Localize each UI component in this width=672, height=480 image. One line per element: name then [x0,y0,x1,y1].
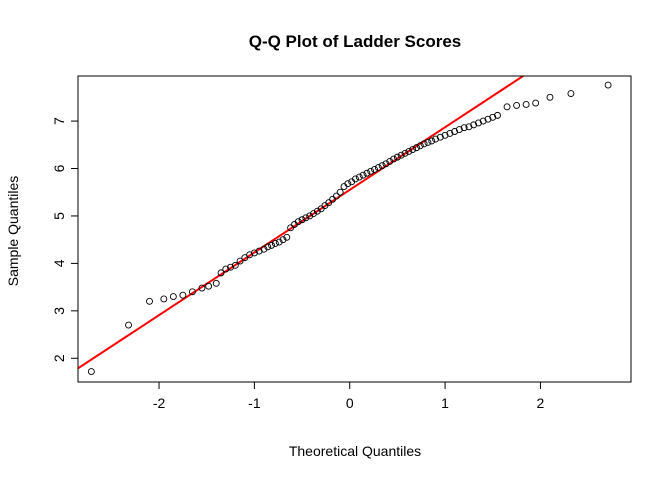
data-point [503,103,511,111]
y-axis: 2 3 4 5 6 7 [51,117,79,362]
data-point [332,192,340,200]
data-point [212,279,220,287]
data-point [420,140,428,148]
data-point [255,247,263,255]
data-point [484,115,492,123]
data-point [146,297,153,305]
data-point [310,210,317,218]
data-point [260,245,268,253]
data-point [424,138,432,146]
data-point [336,188,344,196]
data-point [236,257,244,265]
data-point [546,93,554,101]
chart-title: Q-Q Plot of Ladder Scores [249,32,462,51]
data-point [604,81,612,89]
data-point [446,129,454,137]
data-point [474,119,482,127]
plot-frame [77,75,632,383]
data-point [87,368,95,376]
data-point [409,146,417,153]
y-tick-label: 5 [51,212,67,220]
reference-line [78,76,525,370]
data-point [359,171,367,179]
data-point [169,293,177,301]
data-point [470,121,478,129]
data-point [179,291,187,299]
y-tick-label: 2 [51,354,67,362]
reference-line-group [78,76,525,370]
data-point [479,117,487,125]
data-point [432,135,439,143]
y-tick-label: 7 [51,117,67,125]
data-point [413,144,420,152]
data-point [416,142,424,150]
data-point [283,233,291,241]
data-point [246,251,254,259]
data-point [567,90,575,98]
data-point [363,169,371,177]
data-point [465,123,473,131]
data-point [298,216,306,224]
data-point [455,126,463,134]
y-axis-label: Sample Quantiles [5,176,21,287]
data-point [125,321,132,329]
data-point [451,128,459,135]
data-point [294,218,302,226]
data-point [227,263,235,271]
x-tick-label: -1 [248,395,261,411]
data-point [355,173,363,181]
data-point [205,282,213,290]
data-point [250,249,258,257]
data-point [460,124,468,132]
data-point [222,265,230,273]
data-point [371,166,378,173]
data-point [532,99,540,107]
data-point [390,155,398,163]
y-tick-label: 3 [51,307,67,315]
x-tick-label: 0 [346,395,354,411]
x-tick-label: 2 [537,395,545,411]
x-tick-label: -2 [153,395,166,411]
data-point [231,261,239,269]
data-point [160,295,168,303]
x-axis-label: Theoretical Quantiles [289,443,421,459]
data-point [397,151,405,159]
data-point [344,180,352,188]
data-point [264,243,272,251]
data-point [271,240,279,247]
data-point [268,241,275,249]
data-point [494,111,501,119]
x-tick-label: 1 [441,395,449,411]
data-point [198,284,206,292]
data-point [217,269,225,277]
x-axis: -2 -1 0 1 2 [153,381,545,411]
data-point [382,160,390,168]
data-point [393,153,401,161]
y-tick-label: 6 [51,164,67,172]
data-point [313,207,321,215]
data-point [522,101,530,108]
data-point [374,164,382,172]
data-point [352,175,359,183]
data-point [306,212,314,220]
data-point [367,167,375,175]
data-point [279,236,287,244]
data-point [405,147,413,155]
data-point [386,157,394,165]
data-point [428,137,436,145]
data-point [441,131,449,139]
data-point [188,288,196,296]
data-point [275,238,283,246]
data-point [401,149,409,157]
y-tick-label: 4 [51,259,67,267]
points-group [87,81,612,376]
data-point [378,162,386,170]
data-point [489,113,497,121]
data-point [436,133,444,141]
data-point [513,101,521,109]
data-point [302,214,310,222]
